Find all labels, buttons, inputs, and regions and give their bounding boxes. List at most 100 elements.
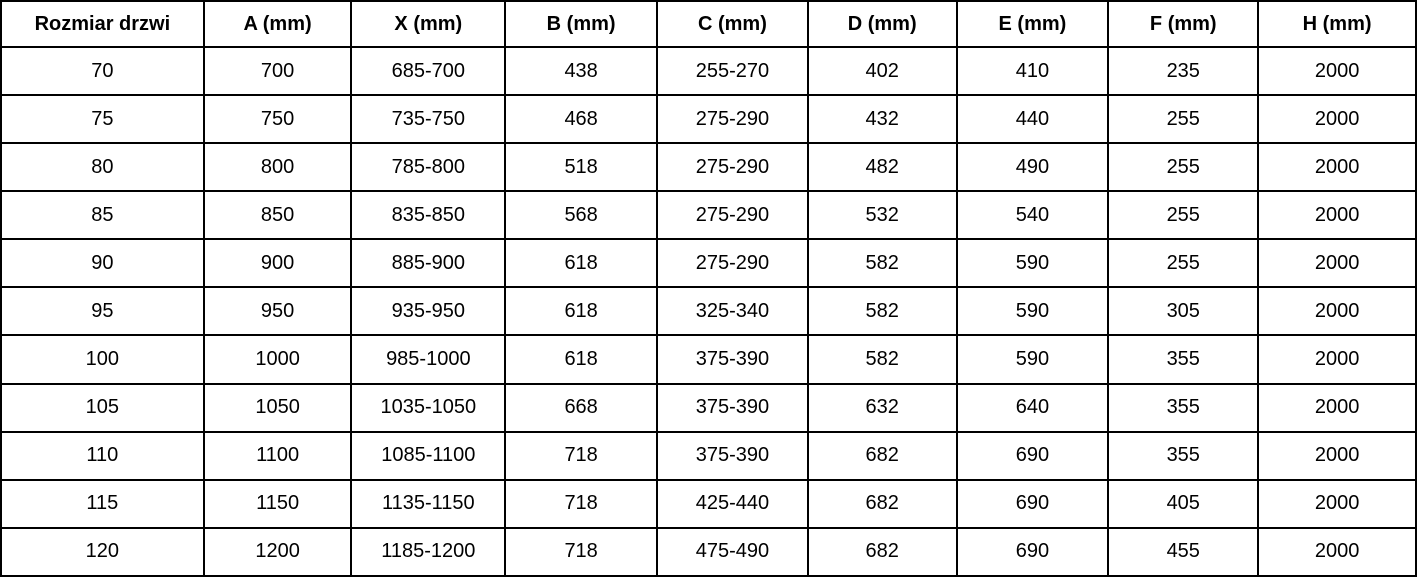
table-cell: 2000 [1257,430,1417,481]
table-cell: 255 [1107,142,1260,193]
table-row: 85 850 835-850 568 275-290 532 540 255 2000 [0,190,1417,241]
table-cell: 255 [1107,238,1260,289]
table-cell: 235 [1107,45,1260,97]
table-cell: 1085-1100 [350,430,507,481]
column-header-d: D (mm) [806,0,958,48]
table-cell: 105 [0,382,205,433]
table-cell: 2000 [1257,286,1417,337]
table-cell: 275-290 [656,94,809,145]
table-cell: 690 [955,478,1110,529]
table-cell: 490 [955,142,1110,193]
table-cell: 668 [504,382,659,433]
table-cell: 590 [955,334,1110,385]
table-cell: 115 [0,478,205,529]
column-header-rozmiar-drzwi: Rozmiar drzwi [0,0,205,48]
table-cell: 682 [806,478,958,529]
table-cell: 568 [504,190,659,241]
table-cell: 305 [1107,286,1260,337]
table-row: 95 950 935-950 618 325-340 582 590 305 2000 [0,286,1417,337]
table-cell: 100 [0,334,205,385]
table-cell: 70 [0,45,205,97]
table-cell: 850 [202,190,353,241]
table-cell: 1200 [202,526,353,577]
table-cell: 690 [955,526,1110,577]
table-cell: 2000 [1257,45,1417,97]
table-cell: 275-290 [656,142,809,193]
table-cell: 1000 [202,334,353,385]
table-cell: 935-950 [350,286,507,337]
header-row: Rozmiar drzwi A (mm) X (mm) B (mm) C (mm) D (… [0,0,1417,48]
table-body: 70 700 685-700 438 255-270 402 410 235 2000 75 750… [0,45,1417,577]
table-cell: 682 [806,430,958,481]
table-row: 80 800 785-800 518 275-290 482 490 255 2000 [0,142,1417,193]
table-cell: 2000 [1257,382,1417,433]
column-header-f: F (mm) [1107,0,1260,48]
table-cell: 80 [0,142,205,193]
table-cell: 425-440 [656,478,809,529]
table-cell: 718 [504,430,659,481]
table-cell: 355 [1107,430,1260,481]
table-cell: 1035-1050 [350,382,507,433]
table-cell: 718 [504,526,659,577]
column-header-e: E (mm) [955,0,1110,48]
table-cell: 518 [504,142,659,193]
table-cell: 900 [202,238,353,289]
table-row: 75 750 735-750 468 275-290 432 440 255 2000 [0,94,1417,145]
table-cell: 785-800 [350,142,507,193]
table-cell: 590 [955,286,1110,337]
table-cell: 375-390 [656,430,809,481]
table-cell: 532 [806,190,958,241]
table-cell: 438 [504,45,659,97]
table-row: 110 1100 1085-1100 718 375-390 682 690 355 2000 [0,430,1417,481]
table-cell: 1135-1150 [350,478,507,529]
table-cell: 355 [1107,334,1260,385]
table-cell: 325-340 [656,286,809,337]
table-row: 105 1050 1035-1050 668 375-390 632 640 355 2000 [0,382,1417,433]
table-cell: 255 [1107,94,1260,145]
table-cell: 1100 [202,430,353,481]
table-row: 100 1000 985-1000 618 375-390 582 590 355 2000 [0,334,1417,385]
table-cell: 718 [504,478,659,529]
table-cell: 85 [0,190,205,241]
table-cell: 410 [955,45,1110,97]
table-cell: 2000 [1257,94,1417,145]
table-cell: 800 [202,142,353,193]
table-cell: 1050 [202,382,353,433]
table-cell: 255-270 [656,45,809,97]
table-cell: 590 [955,238,1110,289]
table-cell: 690 [955,430,1110,481]
column-header-h: H (mm) [1257,0,1417,48]
table-cell: 355 [1107,382,1260,433]
table-cell: 475-490 [656,526,809,577]
table-cell: 90 [0,238,205,289]
table-cell: 75 [0,94,205,145]
table-cell: 2000 [1257,238,1417,289]
table-cell: 582 [806,334,958,385]
table-cell: 275-290 [656,190,809,241]
table-cell: 405 [1107,478,1260,529]
table-cell: 618 [504,238,659,289]
table-cell: 750 [202,94,353,145]
table-cell: 618 [504,334,659,385]
table-cell: 255 [1107,190,1260,241]
table-row: 120 1200 1185-1200 718 475-490 682 690 455 2000 [0,526,1417,577]
table-cell: 835-850 [350,190,507,241]
column-header-x: X (mm) [350,0,507,48]
table-cell: 468 [504,94,659,145]
table-cell: 110 [0,430,205,481]
table-cell: 432 [806,94,958,145]
table-cell: 632 [806,382,958,433]
table-cell: 275-290 [656,238,809,289]
table-cell: 735-750 [350,94,507,145]
table-cell: 2000 [1257,478,1417,529]
table-cell: 2000 [1257,190,1417,241]
table-cell: 950 [202,286,353,337]
table-cell: 985-1000 [350,334,507,385]
table-cell: 95 [0,286,205,337]
table-cell: 685-700 [350,45,507,97]
table-cell: 1185-1200 [350,526,507,577]
table-cell: 375-390 [656,382,809,433]
table-cell: 700 [202,45,353,97]
table-header: Rozmiar drzwi A (mm) X (mm) B (mm) C (mm) D (… [0,0,1417,48]
table-cell: 375-390 [656,334,809,385]
